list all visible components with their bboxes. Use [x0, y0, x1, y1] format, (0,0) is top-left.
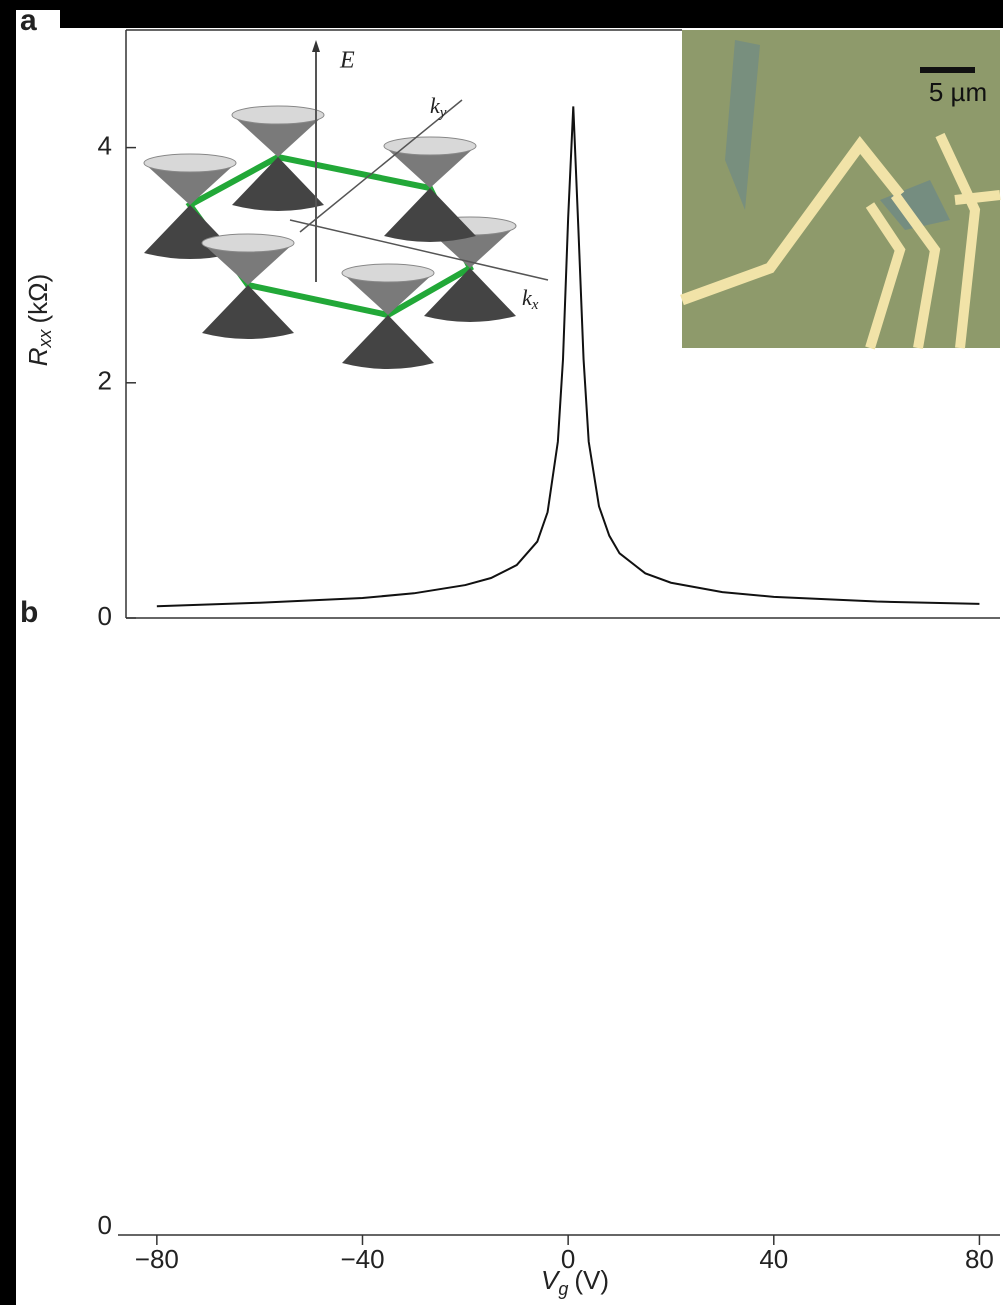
inset-label: kx — [522, 285, 539, 313]
y-tick-label: 4 — [98, 130, 112, 160]
x-tick-label: −80 — [135, 1244, 179, 1274]
cone-diagram — [143, 105, 517, 369]
kx-axis — [289, 219, 549, 281]
x-tick-label: 0 — [561, 1244, 575, 1274]
x-tick-label: 40 — [759, 1244, 788, 1274]
inset-label: E — [339, 48, 355, 74]
scale-label: 5 µm — [929, 77, 987, 107]
y-axis-label: R — [23, 347, 53, 366]
inset-label: ky — [430, 93, 447, 121]
cone — [384, 188, 476, 242]
cone-top — [383, 136, 477, 156]
x-tick-label: 80 — [965, 1244, 994, 1274]
data-line — [156, 106, 980, 608]
inset-label: k — [430, 93, 441, 118]
cone — [342, 273, 434, 315]
arrow-head — [312, 40, 320, 52]
y-tick-label: 2 — [98, 366, 112, 396]
cone — [342, 315, 434, 369]
x-tick-label: −40 — [340, 1244, 384, 1274]
x-axis-label: Vg (V) — [541, 1265, 609, 1299]
x-axis-label: (V) — [574, 1265, 609, 1295]
x-axis-label: V — [541, 1265, 561, 1295]
cone-top — [231, 105, 325, 125]
flake — [725, 40, 760, 210]
electrode — [680, 135, 905, 306]
y-tick-label: 0 — [98, 601, 112, 631]
micrograph: 5 µm — [680, 30, 1001, 350]
flake — [880, 180, 950, 230]
y-axis-label: xx — [35, 328, 55, 348]
cone — [232, 115, 324, 157]
panel-label: b — [20, 596, 38, 629]
cone — [384, 146, 476, 188]
cone-top — [143, 153, 237, 173]
y-axis-label: (kΩ) — [23, 274, 53, 324]
panel-label: a — [20, 4, 37, 37]
inset-label: x — [531, 297, 539, 313]
x-axis-label: g — [558, 1279, 568, 1299]
inset-label: y — [438, 105, 447, 121]
electrode — [954, 190, 1001, 205]
y-tick-label: 0 — [98, 1210, 112, 1240]
electrode — [890, 192, 941, 349]
cone — [232, 157, 324, 211]
cone — [202, 285, 294, 339]
electrode — [935, 132, 981, 349]
cone-top — [341, 263, 435, 283]
top-band — [60, 0, 1003, 28]
cone-top — [201, 233, 295, 253]
electrode — [865, 202, 906, 350]
cone — [202, 243, 294, 285]
inset-label: k — [522, 285, 533, 310]
cone — [424, 268, 516, 322]
cone — [144, 163, 236, 205]
y-axis-label: Rxx (kΩ) — [23, 274, 55, 367]
ky-axis — [299, 99, 463, 233]
